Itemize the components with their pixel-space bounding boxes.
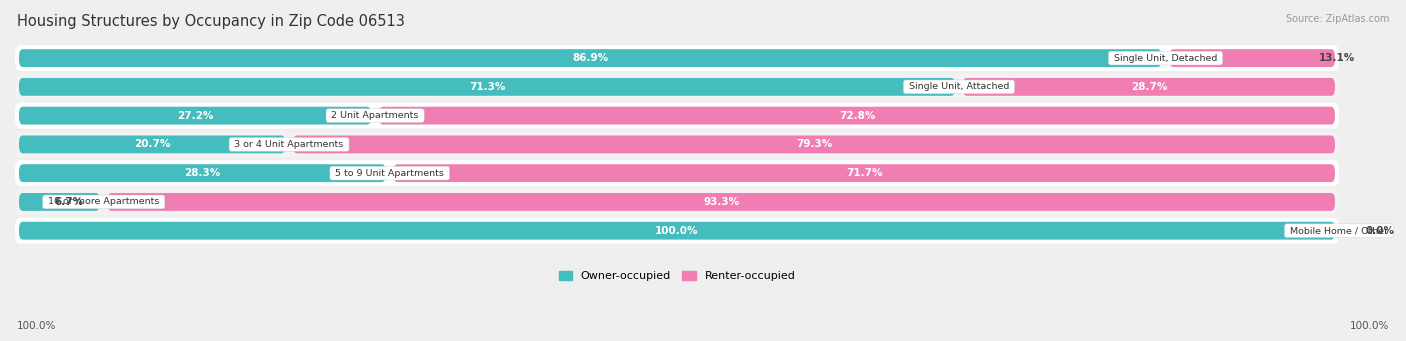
- Text: Source: ZipAtlas.com: Source: ZipAtlas.com: [1285, 14, 1389, 24]
- Text: 0.0%: 0.0%: [1365, 226, 1395, 236]
- Text: 79.3%: 79.3%: [796, 139, 832, 149]
- Text: 93.3%: 93.3%: [703, 197, 740, 207]
- FancyBboxPatch shape: [18, 135, 285, 153]
- FancyBboxPatch shape: [15, 74, 1339, 100]
- FancyBboxPatch shape: [18, 222, 1334, 240]
- FancyBboxPatch shape: [18, 164, 385, 182]
- Text: Mobile Home / Other: Mobile Home / Other: [1286, 226, 1391, 235]
- FancyBboxPatch shape: [15, 45, 1339, 71]
- FancyBboxPatch shape: [18, 49, 1161, 67]
- Text: 2 Unit Apartments: 2 Unit Apartments: [329, 111, 422, 120]
- Text: 86.9%: 86.9%: [572, 53, 609, 63]
- Text: 10 or more Apartments: 10 or more Apartments: [45, 197, 162, 206]
- Text: 3 or 4 Unit Apartments: 3 or 4 Unit Apartments: [232, 140, 347, 149]
- FancyBboxPatch shape: [380, 107, 1334, 124]
- FancyBboxPatch shape: [18, 107, 371, 124]
- Text: 27.2%: 27.2%: [177, 110, 214, 121]
- FancyBboxPatch shape: [15, 103, 1339, 129]
- Text: 6.7%: 6.7%: [55, 197, 84, 207]
- FancyBboxPatch shape: [15, 189, 1339, 215]
- FancyBboxPatch shape: [394, 164, 1334, 182]
- Text: Single Unit, Detached: Single Unit, Detached: [1111, 54, 1220, 63]
- Text: 100.0%: 100.0%: [17, 321, 56, 331]
- Text: Housing Structures by Occupancy in Zip Code 06513: Housing Structures by Occupancy in Zip C…: [17, 14, 405, 29]
- Text: 100.0%: 100.0%: [655, 226, 699, 236]
- Text: 28.7%: 28.7%: [1130, 82, 1167, 92]
- Text: 71.7%: 71.7%: [846, 168, 883, 178]
- Legend: Owner-occupied, Renter-occupied: Owner-occupied, Renter-occupied: [554, 267, 800, 286]
- FancyBboxPatch shape: [15, 218, 1339, 243]
- FancyBboxPatch shape: [18, 193, 100, 211]
- Text: 20.7%: 20.7%: [134, 139, 170, 149]
- Text: 100.0%: 100.0%: [1350, 321, 1389, 331]
- FancyBboxPatch shape: [15, 160, 1339, 186]
- Text: Single Unit, Attached: Single Unit, Attached: [905, 83, 1012, 91]
- FancyBboxPatch shape: [1170, 49, 1334, 67]
- Text: 5 to 9 Unit Apartments: 5 to 9 Unit Apartments: [332, 169, 447, 178]
- Text: 71.3%: 71.3%: [468, 82, 505, 92]
- FancyBboxPatch shape: [292, 135, 1334, 153]
- Text: 72.8%: 72.8%: [839, 110, 875, 121]
- FancyBboxPatch shape: [15, 131, 1339, 157]
- FancyBboxPatch shape: [108, 193, 1334, 211]
- FancyBboxPatch shape: [963, 78, 1334, 96]
- Text: 28.3%: 28.3%: [184, 168, 221, 178]
- Text: 13.1%: 13.1%: [1319, 53, 1355, 63]
- FancyBboxPatch shape: [18, 78, 955, 96]
